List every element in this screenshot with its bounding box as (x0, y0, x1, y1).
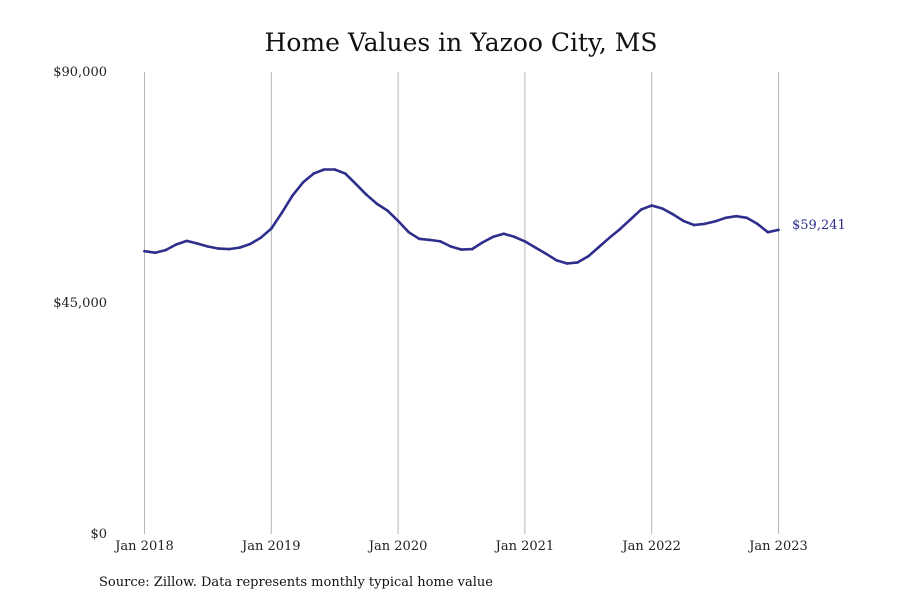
data-point (777, 228, 780, 232)
data-point (766, 230, 770, 234)
y-tick-label: $90,000 (53, 65, 107, 80)
data-point (618, 227, 622, 231)
x-axis-ticks: Jan 2018 Jan 2019 Jan 2020 Jan 2021 Jan 2022… (113, 539, 808, 554)
x-tick-label: Jan 2022 (620, 539, 681, 554)
data-point (375, 202, 379, 206)
data-point (513, 235, 516, 239)
data-point (143, 249, 146, 253)
data-point (629, 218, 632, 221)
data-point (576, 261, 579, 264)
data-point (185, 239, 189, 243)
end-value-label: $59,241 (792, 218, 846, 233)
data-point (164, 248, 167, 252)
data-point (756, 222, 759, 226)
data-point (597, 245, 601, 249)
data-point (417, 237, 421, 241)
data-point (344, 172, 347, 175)
data-point (174, 243, 178, 246)
data-point (312, 172, 315, 175)
data-point (713, 220, 717, 223)
data-point (734, 214, 738, 218)
data-point (703, 222, 706, 226)
y-tick-label: $45,000 (53, 296, 107, 311)
data-point (587, 254, 590, 258)
data-point (671, 212, 675, 216)
data-point (153, 251, 157, 254)
data-point (491, 235, 495, 239)
data-point (502, 232, 506, 235)
data-point (248, 242, 252, 246)
data-point (428, 238, 432, 242)
data-point (460, 248, 463, 251)
data-point (217, 247, 220, 250)
x-tick-label: Jan 2023 (747, 539, 808, 554)
source-note: Source: Zillow. Data represents monthly … (99, 575, 493, 590)
x-tick-label: Jan 2021 (494, 539, 555, 554)
data-point (386, 209, 389, 212)
data-point (682, 219, 685, 223)
data-points (143, 168, 780, 265)
data-point (206, 245, 210, 248)
data-point (555, 259, 558, 262)
data-point (196, 242, 199, 245)
data-point (270, 227, 273, 230)
data-point (259, 236, 263, 240)
data-point (692, 223, 696, 227)
x-tick-label: Jan 2019 (240, 539, 301, 554)
x-tick-label: Jan 2020 (367, 539, 428, 554)
data-point (354, 182, 358, 186)
data-point (280, 211, 284, 214)
data-point (745, 216, 749, 220)
x-tick-label: Jan 2018 (113, 539, 174, 554)
data-point (365, 193, 368, 196)
chart-title: Home Values in Yazoo City, MS (265, 28, 658, 57)
data-point (565, 262, 569, 265)
data-point (238, 246, 241, 249)
data-point (650, 204, 653, 207)
data-point (322, 168, 326, 171)
data-point (534, 246, 537, 249)
data-point (470, 247, 474, 251)
data-point (333, 168, 337, 171)
data-point (661, 207, 664, 210)
data-point (449, 245, 453, 248)
grid-lines (144, 72, 779, 534)
data-point (407, 230, 411, 234)
y-axis-ticks: $0 $45,000 $90,000 (53, 65, 107, 542)
data-point (396, 219, 400, 223)
data-point (439, 240, 442, 243)
data-point (291, 194, 294, 197)
data-point (724, 216, 727, 220)
data-point (639, 208, 643, 211)
data-point (544, 252, 548, 255)
y-tick-label: $0 (90, 527, 107, 542)
data-point (227, 247, 231, 251)
data-point (608, 236, 611, 240)
data-point (523, 240, 527, 243)
data-point (301, 181, 305, 184)
data-point (481, 241, 484, 244)
